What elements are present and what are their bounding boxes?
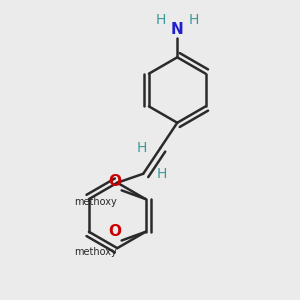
Text: methoxy: methoxy xyxy=(74,247,117,257)
Text: H: H xyxy=(137,141,147,155)
Text: H: H xyxy=(156,167,167,181)
Text: H: H xyxy=(188,13,199,27)
Text: O: O xyxy=(109,174,122,189)
Text: N: N xyxy=(171,22,184,37)
Text: H: H xyxy=(156,13,166,27)
Text: O: O xyxy=(109,224,122,239)
Text: methoxy: methoxy xyxy=(74,197,117,207)
